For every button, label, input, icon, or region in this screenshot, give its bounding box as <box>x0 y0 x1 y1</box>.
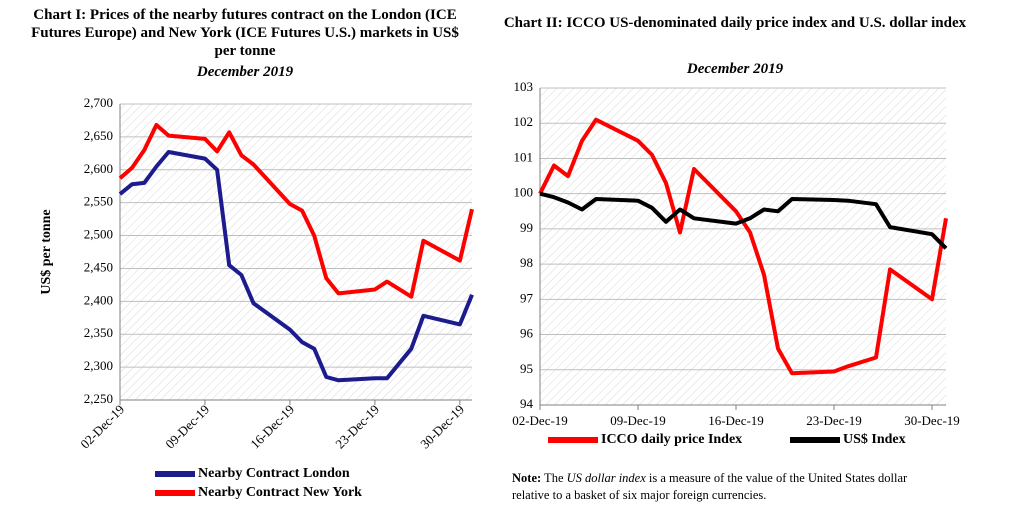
series-line <box>118 150 474 383</box>
x-tick-label: 16-Dec-19 <box>247 402 297 452</box>
x-tick-label: 23-Dec-19 <box>806 413 862 428</box>
x-tick-label: 09-Dec-19 <box>162 402 212 452</box>
y-tick-label: 2,300 <box>84 358 113 373</box>
note-text: The <box>541 471 567 485</box>
series-line <box>118 123 474 299</box>
y-tick-label: 97 <box>520 290 534 305</box>
plot-area <box>540 88 946 405</box>
y-tick-label: 2,450 <box>84 259 113 274</box>
y-tick-label: 2,550 <box>84 194 113 209</box>
y-tick-label: 2,350 <box>84 325 113 340</box>
y-tick-label: 101 <box>514 149 534 164</box>
y-tick-label: 95 <box>520 361 533 376</box>
note: Note: The US dollar index is a measure o… <box>512 470 912 504</box>
note-term: US dollar index <box>566 471 646 485</box>
y-tick-label: 2,700 <box>84 95 113 110</box>
y-tick-label: 2,650 <box>84 128 113 143</box>
y-axis-label: US$ per tonne <box>39 209 54 294</box>
y-tick-label: 98 <box>520 255 533 270</box>
y-tick-label: 94 <box>520 396 534 411</box>
x-tick-label: 30-Dec-19 <box>904 413 960 428</box>
legend-label: ICCO daily price Index <box>601 432 742 447</box>
y-tick-label: 103 <box>514 79 534 94</box>
y-tick-label: 96 <box>520 326 534 341</box>
y-tick-label: 99 <box>520 220 533 235</box>
note-text: is a measure of the value of the United … <box>512 471 908 502</box>
legend-label: US$ Index <box>843 432 906 447</box>
x-tick-label: 02-Dec-19 <box>512 413 568 428</box>
y-tick-label: 100 <box>514 185 534 200</box>
series-line <box>539 191 948 250</box>
chart-title: Chart II: ICCO US-denominated daily pric… <box>503 15 967 31</box>
legend-label: Nearby Contract New York <box>198 485 362 500</box>
y-tick-label: 2,600 <box>84 161 113 176</box>
chart-subtitle: December 2019 <box>686 61 784 77</box>
note-label: Note: <box>512 471 542 485</box>
series-line <box>538 117 948 376</box>
y-tick-label: 2,500 <box>84 227 113 242</box>
x-tick-label: 02-Dec-19 <box>77 402 127 452</box>
y-tick-label: 2,400 <box>84 292 113 307</box>
x-tick-label: 23-Dec-19 <box>332 402 382 452</box>
legend-label: Nearby Contract London <box>198 466 350 481</box>
x-tick-label: 09-Dec-19 <box>610 413 666 428</box>
chart-title: Chart I: Prices of the nearby futures co… <box>31 7 459 59</box>
chart-subtitle: December 2019 <box>196 64 294 80</box>
x-tick-label: 16-Dec-19 <box>708 413 764 428</box>
x-tick-label: 30-Dec-19 <box>417 402 467 452</box>
y-tick-label: 2,250 <box>84 391 113 406</box>
y-tick-label: 102 <box>514 114 534 129</box>
